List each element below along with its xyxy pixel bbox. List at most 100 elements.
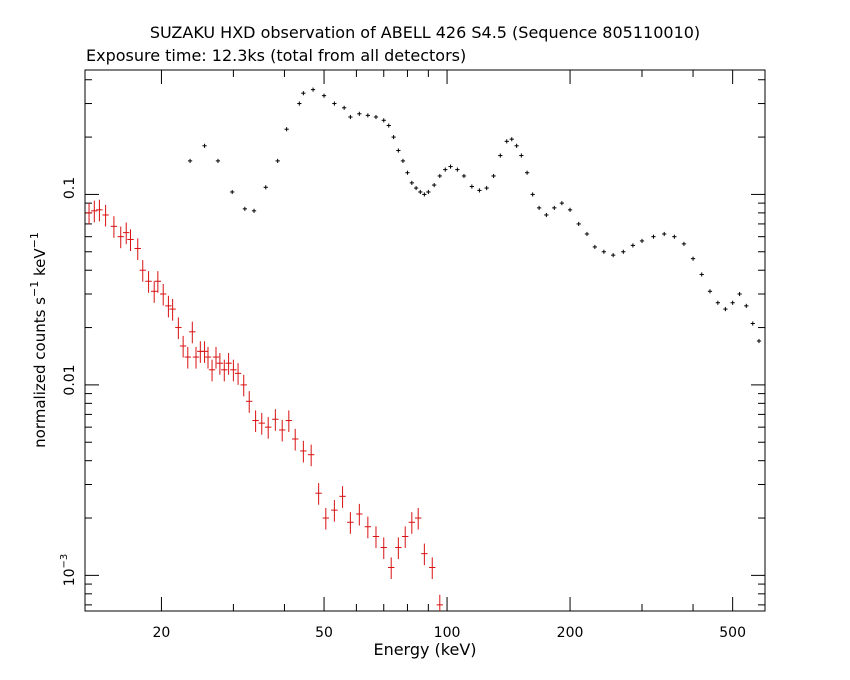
- black-data-point: [592, 244, 597, 250]
- black-data-point: [690, 256, 696, 261]
- black-data-point: [301, 91, 306, 96]
- black-data-point: [321, 93, 327, 98]
- black-data-point: [310, 87, 316, 92]
- black-data-point: [400, 158, 406, 163]
- red-data-point: [347, 512, 354, 534]
- black-data-point: [187, 158, 193, 163]
- x-axis-tick-labels: 20 50 100 200 500: [153, 625, 746, 641]
- red-data-point: [331, 500, 338, 522]
- black-data-point: [491, 173, 496, 179]
- black-data-point: [396, 148, 401, 153]
- red-data-point: [179, 335, 187, 358]
- red-data-point: [300, 440, 307, 463]
- red-data-point: [85, 202, 93, 225]
- x-tick-label: 200: [557, 625, 584, 641]
- x-axis-ticks: [160, 70, 766, 611]
- red-data-point: [208, 359, 216, 382]
- black-data-point: [426, 189, 431, 195]
- black-data-point: [530, 192, 535, 197]
- black-data-point: [275, 158, 280, 163]
- red-data-point: [395, 537, 402, 560]
- y-tick-label-0.001-base: 10: [62, 568, 78, 586]
- black-data-point: [202, 143, 207, 148]
- black-data-point: [391, 135, 396, 140]
- red-data-point: [204, 346, 212, 369]
- black-data-point: [422, 192, 427, 197]
- red-data-point: [339, 486, 346, 508]
- black-data-point: [744, 303, 749, 308]
- black-data-point: [519, 153, 524, 158]
- red-data-point: [192, 346, 200, 369]
- black-data-point: [524, 170, 530, 175]
- black-data-point: [681, 241, 687, 246]
- red-data-point: [169, 298, 176, 321]
- red-data-point: [388, 557, 395, 580]
- red-data-point: [154, 271, 162, 293]
- red-data-point: [315, 483, 322, 505]
- red-data-point: [415, 507, 422, 530]
- black-data-point: [409, 180, 414, 185]
- black-data-point: [448, 164, 453, 169]
- black-data-point: [418, 189, 423, 195]
- black-data-point: [342, 105, 347, 110]
- x-tick-label: 100: [434, 625, 461, 641]
- black-data-point: [230, 189, 235, 195]
- chart-title: SUZAKU HXD observation of ABELL 426 S4.5…: [150, 23, 700, 42]
- black-data-point: [461, 173, 467, 179]
- red-data-point: [246, 391, 253, 413]
- red-data-point: [292, 428, 299, 451]
- black-data-point: [737, 291, 742, 297]
- black-data-point: [544, 212, 549, 218]
- black-data-point: [699, 272, 704, 277]
- black-data-point: [750, 321, 755, 326]
- red-data-point: [127, 229, 134, 251]
- red-data-point: [175, 317, 182, 340]
- y-tick-label-0.01: 0.01: [62, 364, 78, 395]
- black-data-point: [730, 300, 735, 305]
- black-data-point: [357, 111, 362, 116]
- black-data-point: [381, 118, 386, 123]
- black-data-point: [432, 183, 437, 188]
- black-data-point: [651, 234, 656, 239]
- red-data-point: [240, 374, 247, 397]
- red-data-point: [110, 216, 118, 238]
- black-data-point: [251, 208, 257, 213]
- red-data-point: [429, 557, 436, 580]
- red-data-point: [96, 199, 103, 222]
- series-black-points: [187, 87, 762, 344]
- black-data-point: [723, 307, 728, 312]
- red-data-point: [134, 238, 141, 261]
- red-data-point: [279, 419, 286, 442]
- black-data-point: [584, 231, 590, 237]
- black-data-point: [477, 188, 482, 193]
- black-data-point: [639, 238, 645, 244]
- red-data-point: [285, 410, 293, 433]
- black-data-point: [215, 158, 221, 163]
- black-data-point: [297, 101, 302, 106]
- black-data-point: [567, 207, 573, 212]
- red-data-point: [165, 295, 172, 318]
- x-tick-label: 50: [315, 625, 333, 641]
- black-data-point: [514, 143, 519, 148]
- black-data-point: [365, 113, 370, 118]
- black-data-point: [242, 206, 247, 211]
- y-axis-ticks: [85, 79, 765, 606]
- red-data-point: [221, 359, 228, 382]
- red-data-point: [102, 204, 109, 227]
- black-data-point: [662, 231, 667, 237]
- y-axis-label-mid: keV: [31, 248, 49, 281]
- series-red-points: [85, 199, 443, 611]
- red-data-point: [322, 507, 330, 530]
- black-data-point: [630, 243, 636, 248]
- black-data-point: [504, 139, 509, 144]
- black-data-point: [484, 186, 489, 191]
- red-data-point: [356, 503, 363, 526]
- y-axis-label: normalized counts s−1 keV−1: [28, 232, 49, 448]
- red-data-point: [258, 413, 265, 435]
- black-data-point: [552, 205, 557, 210]
- red-data-point: [117, 226, 124, 249]
- red-data-point: [252, 410, 259, 433]
- red-data-point: [421, 543, 428, 566]
- red-data-point: [225, 353, 232, 375]
- black-data-point: [611, 253, 616, 258]
